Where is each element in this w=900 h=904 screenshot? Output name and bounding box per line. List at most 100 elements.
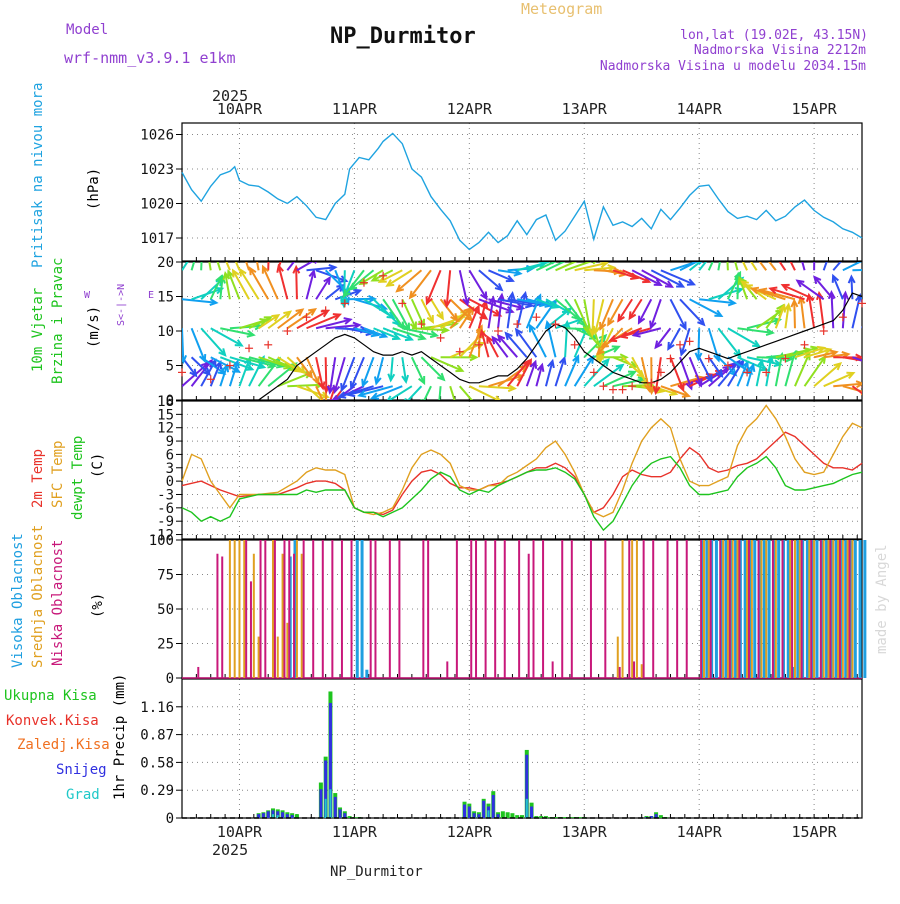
wind-barb-head [745, 242, 751, 249]
wind-barb [852, 357, 884, 368]
wind-barb-head [188, 251, 194, 258]
ytick-label: 0 [166, 671, 174, 687]
wind-barb [639, 299, 651, 322]
wind-barb [469, 386, 500, 401]
precip-grad-bar [487, 810, 489, 818]
wind-barb-head [869, 299, 875, 306]
wind-barb [431, 357, 462, 371]
wind-barb [192, 328, 205, 361]
precip-legend-total: Ukupna Kisa [4, 688, 97, 704]
ytick-label: 20 [157, 255, 174, 271]
wind-barb-head [865, 256, 872, 262]
wind-barb-head [719, 245, 725, 252]
ytick-label: 100 [149, 533, 174, 549]
wind-barb [201, 328, 225, 355]
cloud-ylabel-mid: Srednja Oblacnost [30, 525, 46, 668]
wind-barb-head [475, 404, 481, 411]
wind-barb [862, 274, 871, 299]
ytick-label: 1020 [140, 197, 174, 213]
wind-barb [240, 270, 258, 300]
precip-snow-bar [281, 812, 284, 818]
wind-direction-key: S<-|->N [116, 284, 127, 326]
wind-barb-head [251, 238, 257, 245]
precip-snow-bar [530, 806, 533, 818]
date-label-bottom: 13APR [562, 823, 608, 841]
precip-snow-bar [339, 809, 342, 818]
wind-barb [732, 239, 747, 270]
temp-unit: (C) [90, 453, 106, 478]
meteogram-label: Meteogram [521, 0, 602, 18]
pressure-ylabel: Pritisak na nivou mora [30, 83, 46, 268]
date-label-bottom: 10APR [217, 823, 263, 841]
wind-barb [326, 357, 327, 391]
date-label-top: 13APR [562, 100, 608, 118]
wind-barb [253, 238, 259, 270]
wind-arrows [180, 237, 895, 414]
precip-snow-bar [291, 815, 294, 818]
wind-barb-head [266, 240, 272, 246]
wind-barb-head [880, 266, 886, 272]
precip-unit: 1hr Precip (mm) [112, 674, 128, 800]
precip-snow-bar [334, 797, 337, 818]
wind-barb [412, 328, 448, 330]
wind-barb [755, 243, 776, 271]
date-label-top: 11APR [332, 100, 378, 118]
wind-barb [729, 239, 737, 270]
wind-barb [182, 328, 183, 362]
wind-barb [680, 299, 704, 324]
wind-barb-head [327, 403, 333, 410]
precip-legend-snow: Snijeg [56, 762, 107, 778]
ytick-label: 50 [157, 602, 174, 618]
wind-barb-head [755, 243, 761, 250]
precip-legend-grad: Grad [66, 787, 100, 803]
precip-snow-bar [492, 795, 495, 818]
wind-barb-head [436, 406, 442, 413]
wind-barb-head [561, 256, 568, 262]
wind-barb-head [737, 240, 743, 247]
wind-barb-head [870, 401, 876, 408]
wind-barb [767, 243, 785, 270]
wind-barb [745, 242, 767, 271]
wind-barb [201, 241, 202, 270]
wind-barb [862, 357, 893, 374]
panels: 101710201023102605101520-12-9-6-30369121… [140, 100, 895, 841]
cloud-unit: (%) [90, 593, 106, 618]
wind-barb-head [886, 369, 893, 375]
ytick-label: 0.87 [140, 728, 174, 744]
wind-barb-head [732, 239, 737, 246]
coords-label: lon,lat (19.02E, 43.15N) [680, 28, 868, 43]
wind-barb [737, 274, 738, 299]
date-label-top: 14APR [677, 100, 723, 118]
wind-barb [192, 246, 199, 270]
wind-barb [726, 241, 728, 270]
wind-ylabel-2: Brzina i Pravac [50, 258, 66, 384]
date-label-top: 12APR [447, 100, 493, 118]
precip-legend-conv: Konvek.Kisa [6, 713, 99, 729]
wind-barb-head [295, 252, 301, 259]
credit-watermark: made by Angel [874, 544, 890, 654]
temp-ylabel-sfc: SFC Temp [50, 441, 66, 508]
wind-barb [438, 386, 440, 412]
wind-barb-head [713, 250, 719, 257]
wind-barb-head [209, 237, 215, 244]
elevation-label: Nadmorska Visina 2212m [694, 43, 866, 58]
wind-direction-e: E [148, 290, 154, 301]
wind-barb-head [706, 251, 713, 257]
ytick-label: 1026 [140, 128, 174, 144]
panel-frame [182, 679, 862, 818]
wind-barb-head [199, 241, 205, 247]
pressure-line [182, 133, 862, 249]
precip-legend-frz: Zaledj.Kisa [17, 737, 110, 753]
wind-barb [805, 357, 825, 386]
date-label-bottom: 15APR [792, 823, 838, 841]
ytick-label: 25 [157, 637, 174, 653]
wind-barb [798, 245, 805, 271]
ytick-label: 10 [157, 324, 174, 340]
wind-direction-w: W [84, 290, 91, 301]
wind-barb [431, 317, 463, 328]
wind-barb-head [204, 239, 210, 246]
wind-barb-head [326, 404, 332, 411]
wind-barb-head [827, 246, 833, 253]
wind-barb-head [796, 245, 802, 252]
